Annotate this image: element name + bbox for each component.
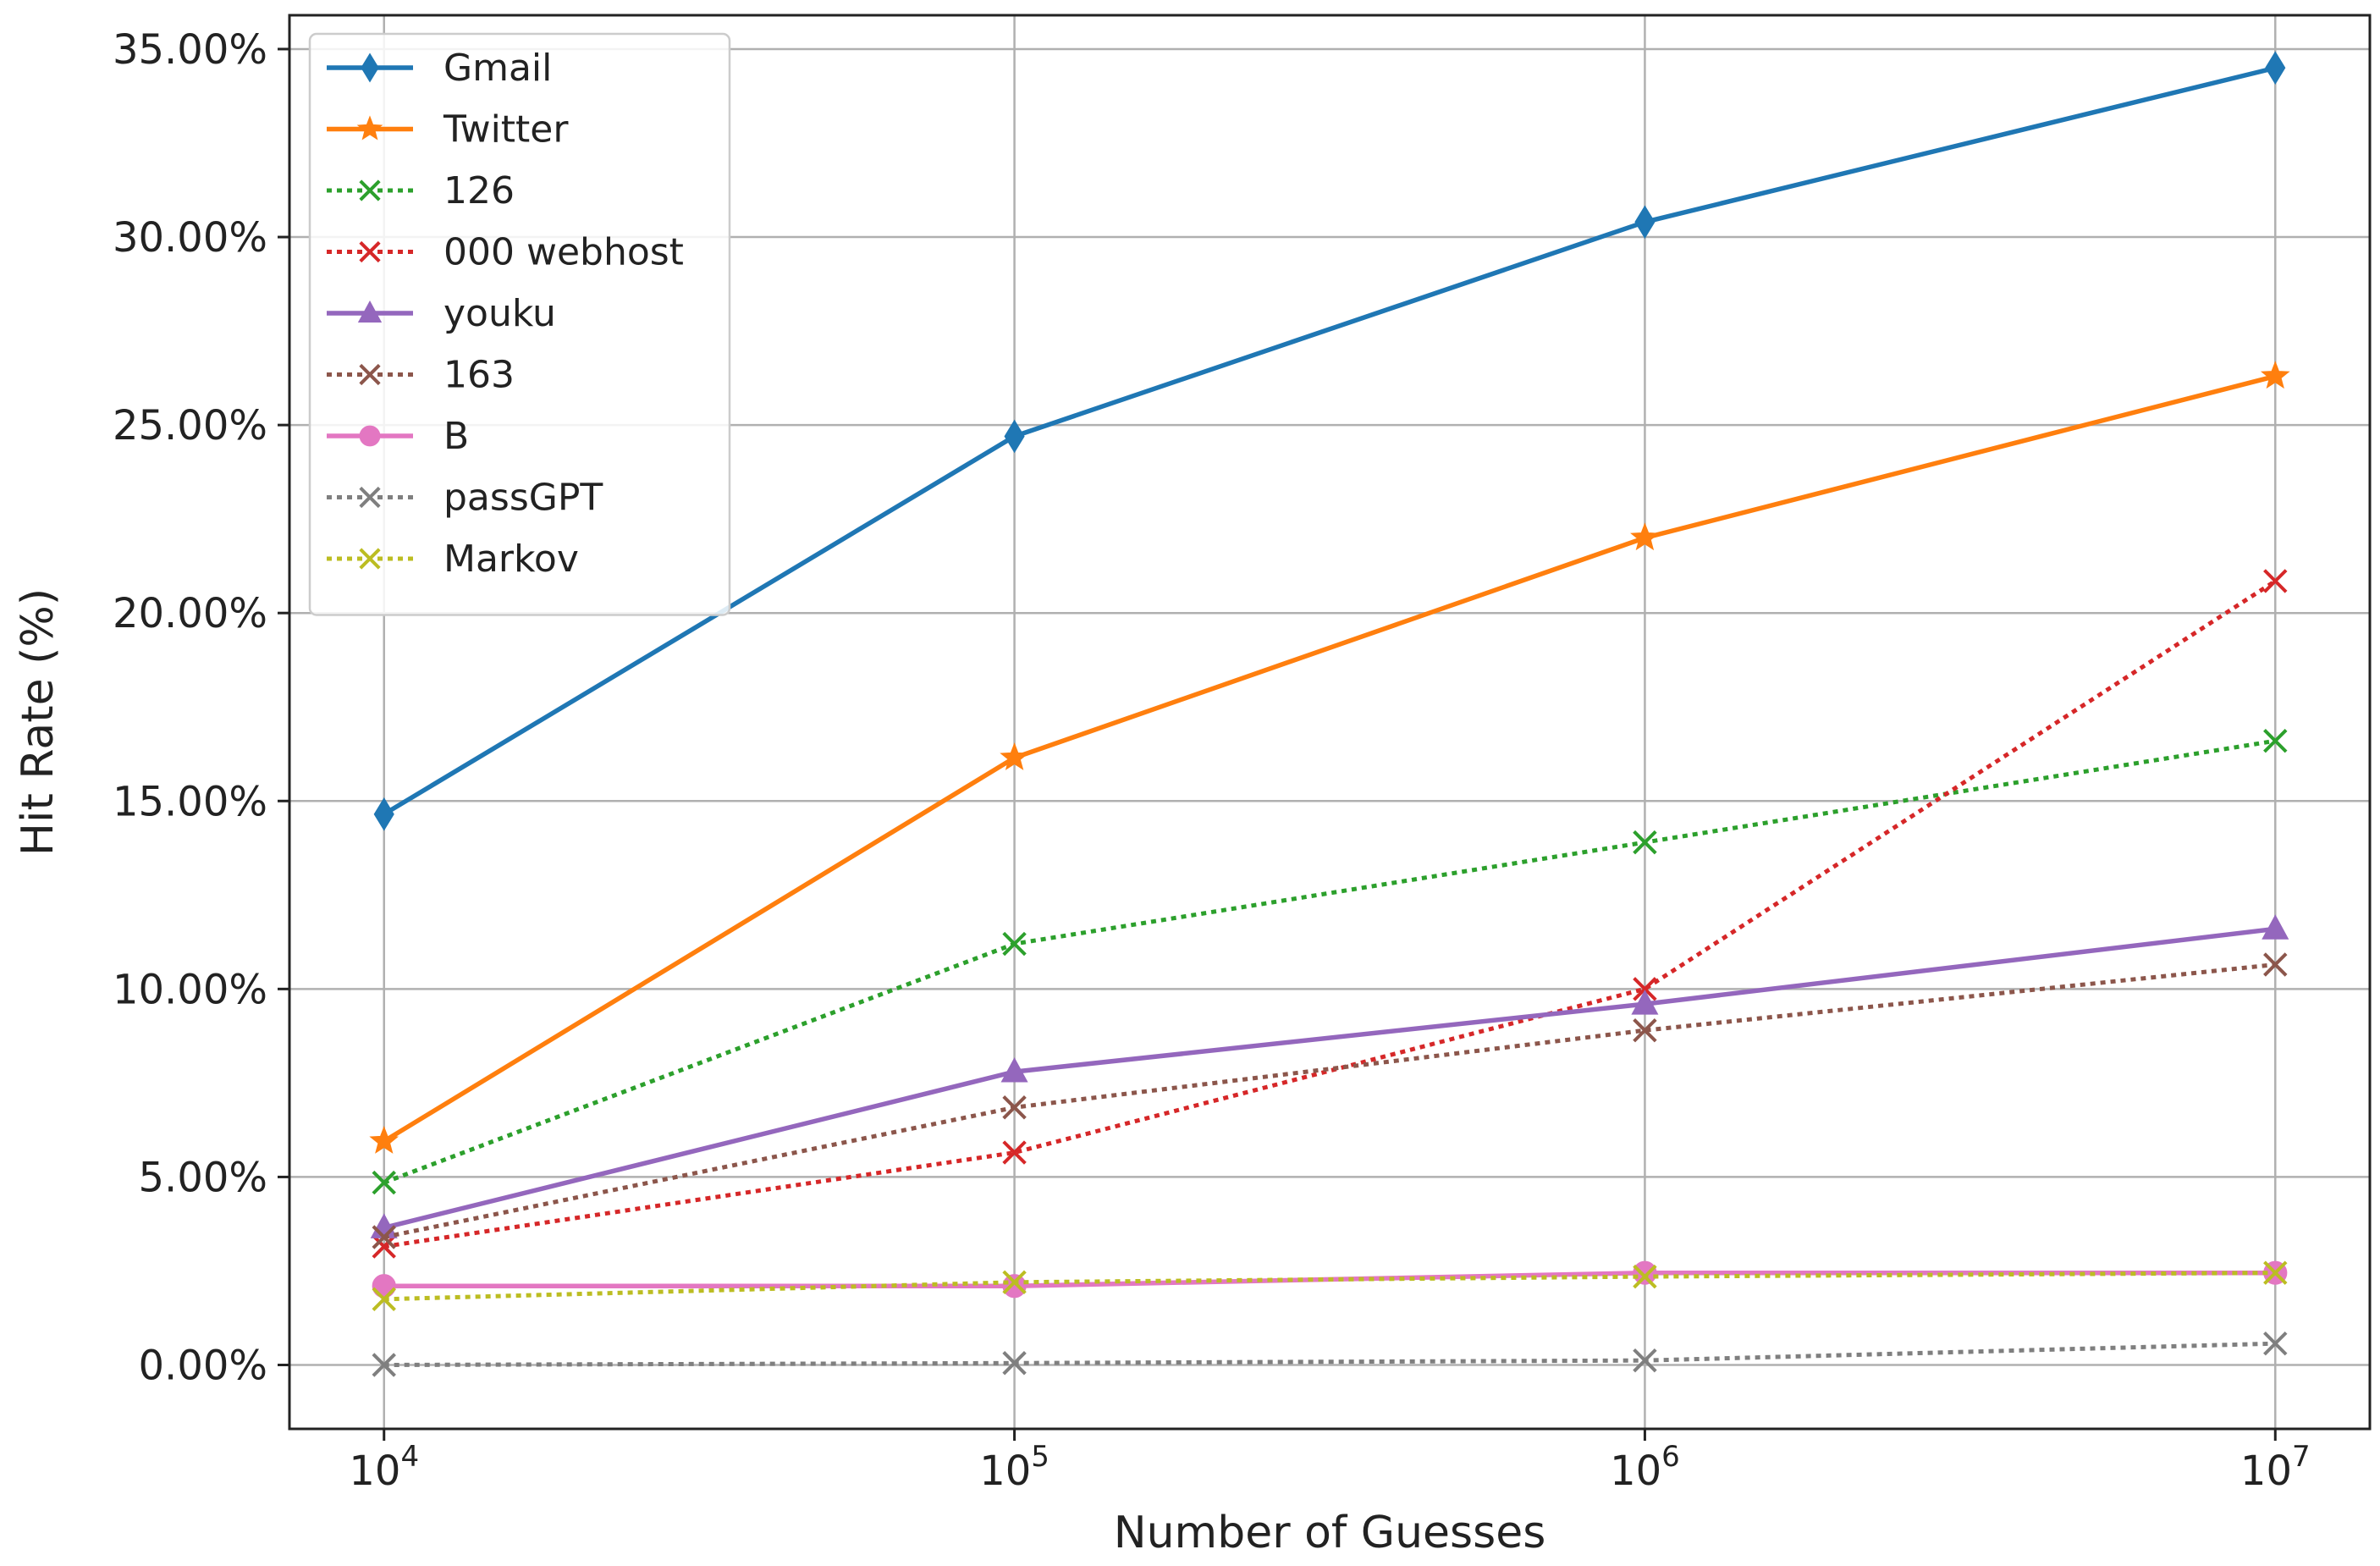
data-point — [1002, 1270, 1027, 1294]
legend-entry: 163 — [327, 354, 515, 397]
series-layer — [369, 51, 2290, 1377]
series-twitter — [369, 361, 2290, 1154]
data-point — [1002, 1140, 1027, 1165]
data-point — [372, 1170, 396, 1195]
legend-entry: B — [327, 415, 469, 458]
data-point — [1002, 1351, 1027, 1376]
data-point — [2263, 728, 2288, 753]
data-point — [1633, 977, 1657, 1001]
plot-frame — [288, 14, 2372, 1431]
legend-entry: youku — [327, 292, 556, 335]
legend-entry: 126 — [327, 169, 515, 212]
x-axis-title: Number of Guesses — [1114, 1508, 1546, 1558]
data-point — [1633, 1260, 1657, 1285]
series-line — [383, 962, 2276, 1239]
legend-entry: passGPT — [327, 477, 603, 520]
series-line — [383, 579, 2277, 1249]
data-point — [359, 179, 381, 201]
series-126 — [372, 728, 2288, 1195]
data-point — [1002, 931, 1027, 957]
data-point — [1000, 1057, 1028, 1083]
series-000-webhost — [372, 569, 2288, 1259]
legend-label: 000 webhost — [443, 231, 684, 274]
data-point — [2265, 51, 2286, 85]
y-tick-label: 30.00% — [113, 214, 267, 262]
y-tick-label: 35.00% — [113, 26, 267, 74]
y-tick-label: 15.00% — [113, 778, 267, 825]
series-line — [383, 65, 2276, 817]
data-point — [2263, 569, 2288, 593]
y-axis-title: Hit Rate (%) — [13, 588, 63, 856]
legend-label: 163 — [443, 354, 515, 397]
x-tick-label: 104 — [349, 1440, 419, 1495]
data-point — [359, 486, 381, 509]
data-point — [1633, 1264, 1657, 1289]
data-point — [1002, 1095, 1027, 1120]
data-point — [373, 797, 394, 831]
legend-entry: 000 webhost — [327, 231, 684, 274]
series-line — [383, 1341, 2276, 1367]
data-point — [361, 52, 379, 83]
data-point — [2263, 952, 2288, 977]
data-point — [1002, 1274, 1027, 1299]
x-axis-ticks: 104 105 106 107 — [349, 1429, 2311, 1495]
series-163 — [372, 952, 2288, 1249]
data-point — [372, 1353, 396, 1377]
data-point — [1633, 1348, 1657, 1373]
data-point — [1004, 419, 1025, 454]
data-point — [356, 115, 383, 141]
series-passgpt — [372, 1331, 2288, 1377]
data-point — [1630, 522, 1660, 551]
legend-entry: Gmail — [327, 47, 552, 90]
data-point — [359, 363, 381, 386]
x-tick-label: 106 — [1610, 1440, 1680, 1495]
data-point — [372, 1225, 396, 1249]
data-point — [372, 1287, 396, 1311]
y-tick-label: 25.00% — [113, 402, 267, 449]
y-tick-label: 20.00% — [113, 590, 267, 637]
series-line — [383, 926, 2276, 1231]
data-point — [357, 300, 383, 323]
y-tick-label: 0.00% — [139, 1342, 267, 1389]
legend-label: passGPT — [443, 477, 603, 520]
legend-label: Gmail — [443, 47, 552, 90]
data-point — [2262, 914, 2289, 940]
x-tick-label: 107 — [2240, 1440, 2311, 1495]
legend-box — [308, 32, 731, 616]
data-point — [1634, 205, 1656, 240]
legend-entry: Twitter — [327, 108, 569, 152]
data-point — [359, 240, 381, 263]
y-tick-label: 10.00% — [113, 966, 267, 1013]
series-line — [383, 738, 2276, 1185]
data-point — [372, 1234, 396, 1259]
legend-label: 126 — [443, 169, 515, 212]
data-point — [372, 1274, 396, 1299]
series-line — [383, 373, 2276, 1144]
data-point — [2260, 361, 2290, 389]
data-point — [1000, 742, 1029, 770]
data-point — [1633, 1017, 1657, 1043]
data-point — [2263, 1331, 2288, 1356]
y-tick-label: 5.00% — [139, 1154, 267, 1201]
legend-label: B — [443, 415, 469, 458]
legend-entry: Markov — [327, 538, 579, 581]
legend: Gmail Twitter 126 000 webhost youku 163 BpassG… — [308, 32, 731, 616]
data-point — [359, 548, 381, 570]
legend-label: Twitter — [443, 108, 569, 152]
legend-label: Markov — [443, 538, 579, 581]
data-point — [2263, 1260, 2288, 1285]
data-point — [369, 1126, 399, 1154]
x-tick-label: 105 — [979, 1440, 1050, 1495]
series-markov — [372, 1260, 2288, 1311]
legend-label: youku — [443, 292, 556, 335]
series-line — [383, 1271, 2276, 1302]
data-point — [1633, 830, 1657, 855]
data-point — [1631, 990, 1659, 1015]
y-axis-ticks: 0.00% 5.00% 10.00% 15.00% 20.00% 25.00% 30.00%… — [113, 26, 289, 1389]
data-point — [359, 425, 381, 447]
series-gmail — [373, 51, 2286, 831]
